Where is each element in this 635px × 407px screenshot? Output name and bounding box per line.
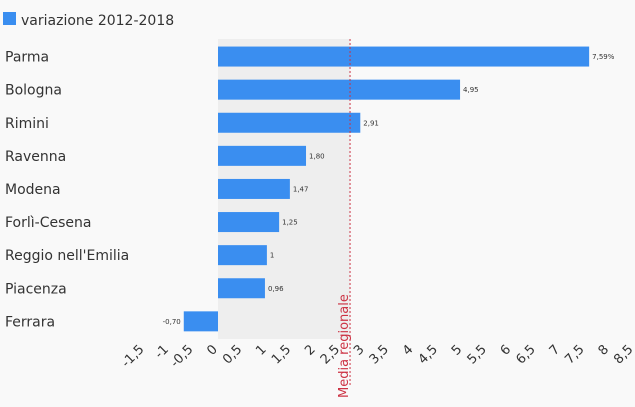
bar-piacenza[interactable] [218, 278, 265, 299]
x-tick-label: 6 [498, 342, 514, 358]
x-tick-label: 3,5 [367, 342, 392, 367]
legend-label: variazione 2012-2018 [21, 13, 174, 29]
category-label-piacenza: Piacenza [5, 281, 67, 297]
value-label-parma: 7,59% [592, 53, 615, 61]
reference-line-layer: Media regionale [337, 39, 352, 398]
bar-forli-cesena[interactable] [218, 212, 280, 233]
legend[interactable]: variazione 2012-2018 [3, 12, 174, 29]
value-label-rimini: 2,91 [363, 119, 379, 127]
bar-modena[interactable] [218, 178, 290, 199]
x-tick-label: 2 [302, 342, 318, 358]
x-tick-label: 1 [253, 342, 269, 358]
bar-reggio-nell-emilia[interactable] [218, 245, 267, 266]
bar-bologna[interactable] [218, 79, 461, 100]
x-tick-label: 8,5 [611, 342, 635, 367]
x-tick-label: 7 [547, 342, 563, 358]
x-tick-label: 5,5 [465, 342, 490, 367]
bar-ravenna[interactable] [218, 145, 307, 166]
category-label-reggio-nell-emilia: Reggio nell'Emilia [5, 248, 129, 264]
legend-swatch [3, 12, 16, 25]
x-tick-label: 8 [596, 342, 612, 358]
x-tick-label: 7,5 [562, 342, 587, 367]
x-tick-label: 1,5 [269, 342, 294, 367]
value-label-piacenza: 0,96 [268, 285, 284, 293]
category-label-modena: Modena [5, 182, 61, 198]
category-label-ferrara: Ferrara [5, 314, 55, 330]
category-label-bologna: Bologna [5, 83, 62, 99]
value-label-ravenna: 1,80 [309, 152, 325, 160]
value-label-ferrara: -0,70 [163, 318, 181, 326]
category-label-rimini: Rimini [5, 116, 49, 132]
reference-line-label: Media regionale [337, 294, 352, 398]
bar-rimini[interactable] [218, 112, 361, 133]
x-tick-label: 5 [449, 342, 465, 358]
bar-ferrara[interactable] [183, 311, 218, 332]
x-tick-label: 6,5 [513, 342, 538, 367]
value-labels-layer: 7,59% 4,95 2,91 1,80 1,47 1,25 1 0,96 -0,70 [163, 53, 615, 326]
category-label-ravenna: Ravenna [5, 149, 66, 165]
x-axis-ticks-layer: -1,5 -1-0,5 0 0,5 1 1,5 2 2,5 3 3,5 4 4,5 5 5,5 6 6,5 7 7… [119, 342, 635, 371]
value-label-forli-cesena: 1,25 [282, 219, 298, 227]
x-tick-label: 0 [204, 342, 220, 358]
value-label-bologna: 4,95 [463, 86, 479, 94]
x-tick-label: 3 [351, 342, 367, 358]
value-label-modena: 1,47 [293, 185, 309, 193]
x-tick-label: 0,5 [220, 342, 245, 367]
category-label-parma: Parma [5, 50, 49, 66]
bar-parma[interactable] [218, 46, 590, 67]
value-label-reggio-nell-emilia: 1 [270, 252, 274, 260]
x-tick-label: -0,5 [168, 342, 197, 371]
x-tick-label: 4 [400, 342, 416, 358]
x-tick-label: 4,5 [416, 342, 441, 367]
category-labels-layer: Parma Bologna Rimini Ravenna Modena Forlì-Ces… [5, 50, 129, 331]
x-tick-label: -1,5 [119, 342, 148, 371]
category-label-forli-cesena: Forlì-Cesena [5, 215, 91, 231]
bars-layer [183, 46, 590, 332]
